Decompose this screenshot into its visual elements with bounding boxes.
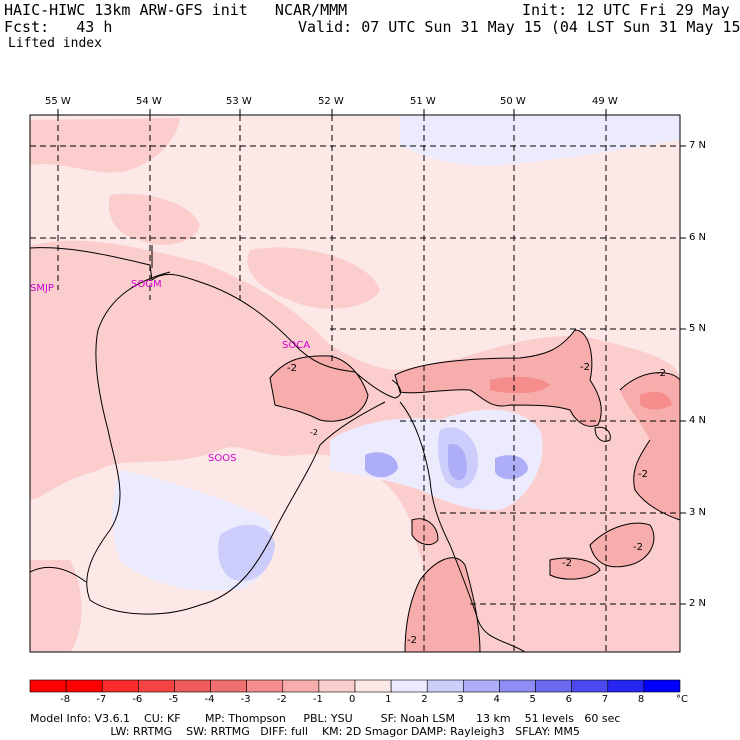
lon-label: 54 W — [136, 96, 162, 107]
contour-label: -2 — [633, 542, 643, 553]
contour-label: -2 — [407, 635, 417, 646]
field-region-minus1 — [108, 193, 200, 245]
colorbar-label: -3 — [240, 694, 251, 705]
field-region-plus2 — [218, 524, 275, 581]
lon-label: 52 W — [318, 96, 344, 107]
lat-label: 7 N — [689, 140, 707, 151]
contour-label: -2 — [562, 558, 572, 569]
field-region-minus1 — [247, 247, 380, 309]
colorbar-swatch — [174, 679, 211, 693]
graticule — [30, 115, 680, 652]
colorbar-label: -1 — [312, 694, 323, 705]
lon-label: 50 W — [500, 96, 526, 107]
colorbar-label: -2 — [276, 694, 287, 705]
lat-label: 6 N — [689, 232, 707, 243]
colorbar-swatch — [65, 679, 103, 693]
colorbar-label: 1 — [385, 694, 392, 705]
valid-time: Valid: 07 UTC Sun 31 May 15 (04 LST Sun … — [298, 18, 740, 36]
colorbar-label: -7 — [96, 694, 107, 705]
colorbar-swatch — [318, 679, 356, 693]
lon-label: 55 W — [45, 96, 71, 107]
colorbar-swatch — [643, 679, 681, 693]
model-info-line1: Model Info: V3.6.1 CU: KF MP: Thompson P… — [30, 712, 621, 725]
colorbar-swatch — [138, 679, 175, 693]
colorbar-label: 8 — [637, 694, 645, 705]
colorbar-label: 3 — [457, 694, 464, 705]
field-region-plus1 — [400, 115, 680, 166]
colorbar-swatch — [535, 679, 572, 693]
field-region-minus3 — [640, 391, 672, 410]
colorbar-label: -8 — [60, 694, 71, 705]
colorbar-label: 6 — [565, 694, 573, 705]
border-line — [399, 401, 526, 653]
station-label: SOCA — [282, 340, 311, 351]
map-frame — [29, 114, 681, 653]
station-label: SMJP — [30, 283, 54, 294]
colorbar-swatch — [29, 679, 67, 693]
border-line — [29, 567, 87, 583]
colorbar-swatch — [426, 679, 464, 693]
forecast-hour: Fcst: 43 h — [4, 18, 113, 36]
colorbar-label: -6 — [132, 694, 143, 705]
colorbar-swatch — [499, 679, 536, 693]
colorbar-swatch — [354, 679, 392, 693]
colorbar-label: 5 — [529, 694, 536, 705]
colorbar-unit: °C — [676, 694, 688, 705]
colorbar-label: -5 — [168, 694, 179, 705]
field-name: Lifted index — [8, 36, 102, 51]
field-region-minus2 — [412, 518, 438, 545]
lat-label: 2 N — [689, 598, 707, 609]
field-region-minus3 — [490, 376, 550, 394]
colorbar-swatch — [571, 679, 609, 693]
init-time: Init: 12 UTC Fri 29 May 15 — [522, 1, 740, 19]
colorbar-swatch — [210, 679, 247, 693]
contour-label: -2 — [287, 363, 297, 374]
axis-ticks — [57, 109, 686, 605]
station-label: SOOS — [208, 453, 237, 464]
colorbar-swatch — [390, 679, 428, 693]
colorbar-label: -4 — [204, 694, 215, 705]
contour-label: -2 — [638, 469, 648, 480]
colorbar-swatch — [101, 679, 139, 693]
field-region-minus1 — [30, 560, 82, 652]
lat-label: 3 N — [689, 507, 707, 518]
lon-label: 53 W — [226, 96, 252, 107]
colorbar-swatch — [282, 679, 320, 693]
contour-label: -2 — [310, 428, 318, 437]
field-region-plus3 — [365, 452, 398, 478]
coastline — [29, 247, 402, 399]
lat-label: 5 N — [689, 323, 707, 334]
field-region-plus1 — [330, 409, 543, 511]
field-region-minus2 — [550, 558, 600, 580]
lon-label: 51 W — [410, 96, 436, 107]
colorbar-label: 2 — [421, 694, 428, 705]
lat-label: 4 N — [689, 415, 707, 426]
field-region-minus2 — [395, 330, 602, 427]
contour-label: -2 — [580, 362, 590, 373]
border-line — [86, 271, 386, 615]
field-region-minus1 — [30, 118, 180, 173]
field-region-plus3 — [448, 444, 467, 481]
contour-label: -2 — [656, 368, 666, 379]
colorbar-swatch — [463, 679, 500, 693]
colorbar-label: 4 — [493, 694, 500, 705]
model-info-line2: LW: RRTMG SW: RRTMG DIFF: full KM: 2D Sm… — [30, 725, 580, 738]
field-region-plus3 — [495, 455, 528, 480]
colorbar-label: 7 — [601, 694, 609, 705]
field-region-minus2 — [620, 372, 680, 520]
colorbar — [29, 679, 681, 693]
colorbar-swatch — [246, 679, 284, 693]
field-region-minus2 — [270, 355, 368, 422]
colorbar-swatch — [607, 679, 645, 693]
model-title: HAIC-HIWC 13km ARW-GFS init NCAR/MMM — [4, 1, 348, 19]
lon-label: 49 W — [592, 96, 618, 107]
station-label: SOGM — [131, 279, 162, 290]
colorbar-label: 0 — [349, 694, 356, 705]
